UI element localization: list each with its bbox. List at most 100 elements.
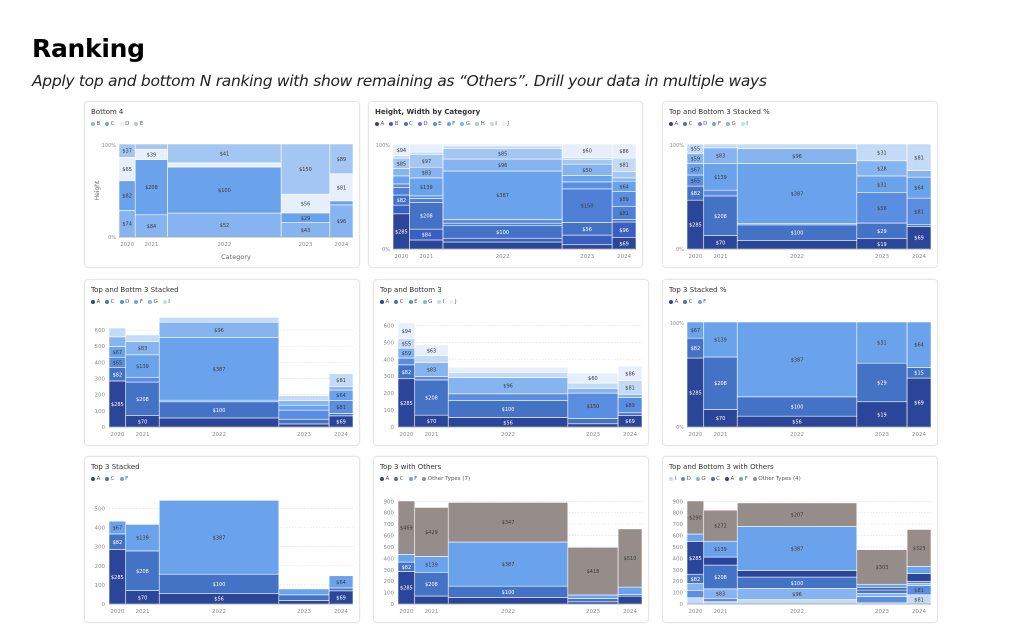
bar-segment[interactable] [703,356,738,410]
bar-segment[interactable] [414,595,449,605]
legend-item[interactable]: D [417,121,428,127]
bar-segment[interactable] [617,412,643,416]
bar-segment[interactable] [906,170,932,178]
bar-segment[interactable] [567,594,619,599]
bar-segment[interactable] [392,183,410,188]
legend-item[interactable]: C [105,121,115,127]
bar-segment[interactable] [278,418,330,425]
legend-item[interactable]: F [134,299,143,305]
legend-item[interactable]: F [446,121,455,127]
bar-segment[interactable] [328,413,354,417]
bar-segment[interactable] [906,582,932,586]
bar-segment[interactable] [567,382,619,389]
legend-item[interactable]: G [460,121,470,127]
bar-segment[interactable] [856,589,908,594]
bar-segment[interactable] [736,526,858,571]
bar-segment[interactable] [278,404,330,411]
bar-segment[interactable] [703,189,738,197]
legend-item[interactable]: I [669,476,676,482]
legend-item[interactable]: J [501,121,509,127]
bar-segment[interactable] [409,195,444,199]
bar-segment[interactable] [409,198,444,203]
chart-panel-top-bottom-3[interactable]: Top and Bottom 3 A C E G I J 0 100 200 300 400 500… [373,279,649,446]
bar-segment[interactable] [158,417,280,428]
bar-segment[interactable] [409,239,444,250]
bar-segment[interactable] [703,321,738,358]
legend-item[interactable]: I [489,121,497,127]
bar-segment[interactable] [280,143,331,195]
bar-segment[interactable] [611,219,637,223]
chart-panel-top-3-with-others[interactable]: Top 3 with Others A C F Other Types (7) 0 10… [373,456,649,623]
bar-segment[interactable] [278,395,330,401]
bar-segment[interactable] [125,524,160,552]
bar-segment[interactable] [611,171,637,179]
legend-item[interactable]: A [380,476,389,482]
chart-panel-top-3-stacked[interactable]: Top 3 Stacked A C F 0 100 200 300 400 500 $285 $8… [84,456,360,623]
chart-panel-top-bottom-3-with-others[interactable]: Top and Bottom 3 with Others I D G C A F Other… [662,456,938,623]
bar-segment[interactable] [442,145,563,149]
bar-segment[interactable] [703,195,738,236]
legend-item[interactable]: A [724,476,734,482]
legend-item[interactable]: A [91,476,100,482]
chart-panel-height-width-by-category[interactable]: Height, Width by Category A B C D E F G H I J 100… [368,101,643,268]
legend-item[interactable]: A [669,121,678,127]
bar-segment[interactable] [567,423,619,428]
legend-item[interactable]: D [681,476,691,482]
legend-item[interactable]: H [475,121,485,127]
bar-segment[interactable] [567,598,619,603]
legend-item[interactable]: I [740,121,748,127]
legend-item[interactable]: A [375,121,384,127]
bar-segment[interactable] [686,583,705,591]
bar-segment[interactable] [414,355,449,363]
legend-item[interactable]: C [394,476,404,482]
chart-panel-bottom-4[interactable]: Bottom 4 B C D E 100% 0% Height $74 $82 $65 $37 20… [84,101,360,268]
bar-segment[interactable] [686,533,705,542]
bar-segment[interactable] [561,159,613,165]
legend-item[interactable]: Other Types (7) [422,476,470,482]
bar-segment[interactable] [906,529,932,567]
bar-segment[interactable] [736,143,858,149]
bar-segment[interactable] [442,237,563,243]
bar-segment[interactable] [447,502,569,543]
bar-segment[interactable] [856,321,908,364]
legend-item[interactable]: G [148,299,158,305]
bar-segment[interactable] [561,181,613,190]
legend-item[interactable]: B [91,121,100,127]
legend-item[interactable]: G [422,299,432,305]
bar-segment[interactable] [328,587,354,592]
bar-segment[interactable] [703,556,738,566]
bar-segment[interactable] [567,546,619,596]
bar-segment[interactable] [167,162,282,168]
legend-item[interactable]: F [712,121,721,127]
bar-segment[interactable] [447,541,569,587]
bar-segment[interactable] [278,600,330,605]
bar-segment[interactable] [442,222,563,227]
bar-segment[interactable] [447,367,569,373]
bar-segment[interactable] [158,500,280,575]
legend-item[interactable]: E [134,121,143,127]
bar-segment[interactable] [108,336,127,347]
bar-segment[interactable] [736,240,858,250]
bar-segment[interactable] [392,204,410,215]
bar-segment[interactable] [736,570,858,578]
bar-segment[interactable] [736,321,858,398]
bar-segment[interactable] [125,376,160,383]
bar-segment[interactable] [108,327,127,338]
bar-segment[interactable] [906,321,932,368]
bar-segment[interactable] [856,587,908,591]
bar-segment[interactable] [447,372,569,378]
bar-segment[interactable] [397,554,416,563]
bar-segment[interactable] [856,583,908,589]
bar-segment[interactable] [906,573,932,582]
bar-segment[interactable] [278,400,330,406]
bar-segment[interactable] [561,157,613,161]
bar-segment[interactable] [392,175,410,185]
bar-segment[interactable] [567,388,619,394]
legend-item[interactable]: C [403,121,413,127]
bar-segment[interactable] [703,143,738,149]
bar-segment[interactable] [414,344,449,357]
bar-segment[interactable] [617,528,643,588]
bar-segment[interactable] [856,596,908,604]
bar-segment[interactable] [328,386,354,391]
bar-segment[interactable] [856,362,908,403]
